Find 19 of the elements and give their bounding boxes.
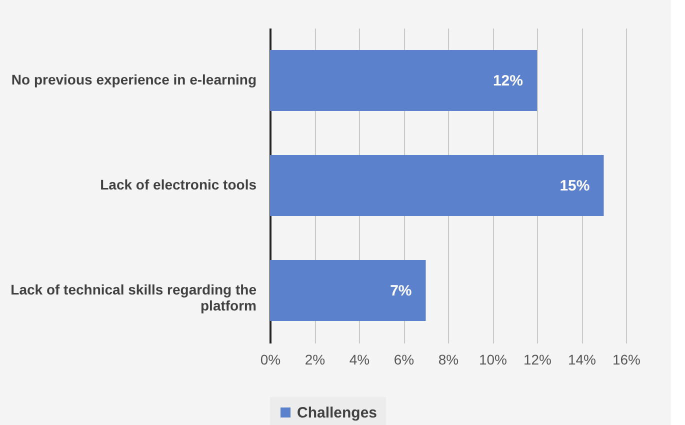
x-tick-label: 14% — [568, 352, 596, 368]
y-tick-label: No previous experience in e-learning — [11, 72, 256, 88]
x-tick-label: 10% — [478, 352, 508, 368]
text: 15% — [560, 178, 590, 194]
bar — [270, 155, 604, 216]
x-tick-label: 12% — [523, 352, 552, 368]
x-tick-label: 0% — [260, 352, 281, 368]
x-tick-label: 16% — [612, 352, 641, 368]
legend-label: Challenges — [297, 404, 378, 422]
x-tick-label: 6% — [394, 352, 414, 368]
y-tick-label: Lack of electronic tools — [100, 176, 257, 192]
bar — [270, 50, 537, 111]
bar — [270, 260, 426, 321]
text: 7% — [390, 282, 412, 300]
x-tick-label: 4% — [349, 352, 370, 368]
text: 12% — [492, 72, 523, 90]
x-tick-label: 2% — [304, 352, 326, 368]
y-tick-label: Lack of technical skills regarding the platform — [10, 282, 257, 314]
x-tick-label: 8% — [438, 352, 459, 368]
